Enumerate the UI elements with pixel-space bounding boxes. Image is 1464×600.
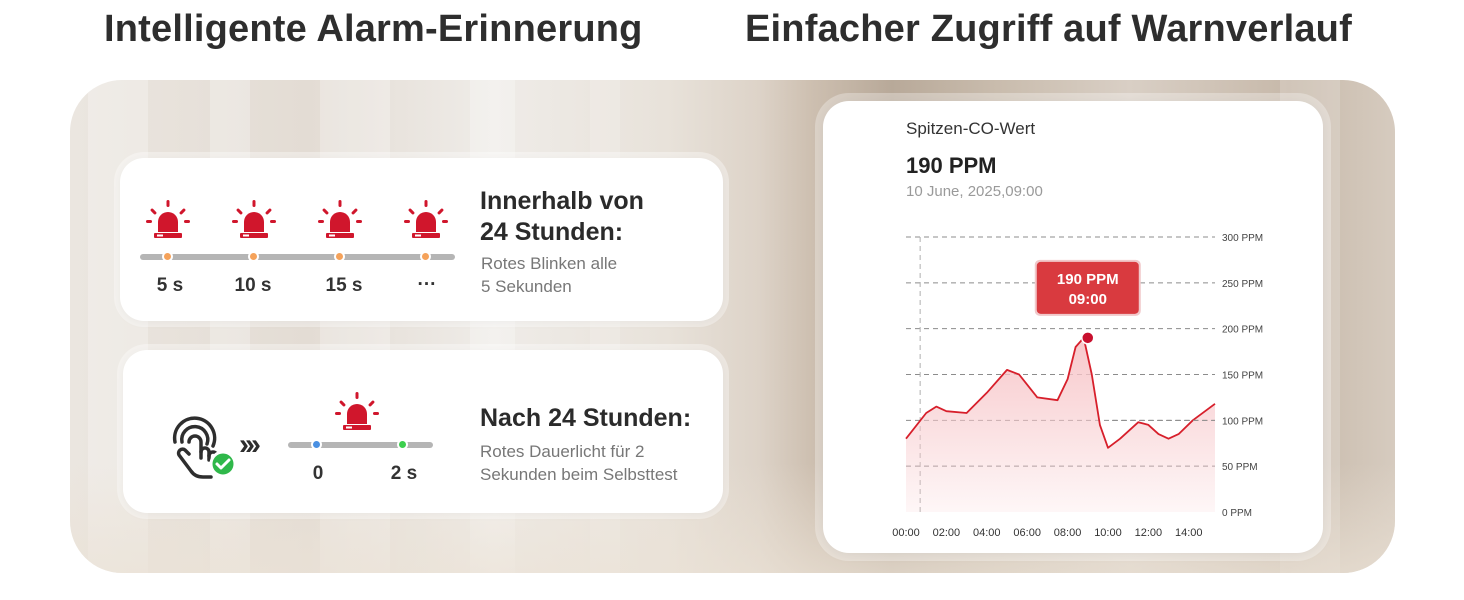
- x-tick-label: 14:00: [1175, 527, 1203, 539]
- timeline-dot: [334, 251, 345, 262]
- peak-date: 10 June, 2025,09:00: [906, 183, 1043, 200]
- arrows-icon: ›››: [239, 428, 261, 461]
- heading-alarm-reminder: Intelligente Alarm-Erinnerung: [104, 8, 643, 50]
- x-tick-label: 00:00: [892, 527, 920, 539]
- y-tick-label: 100 PPM: [1222, 416, 1263, 427]
- interval-label: 15 s: [325, 275, 363, 296]
- description-line: Rotes Blinken alle: [481, 254, 618, 273]
- x-tick-label: 10:00: [1094, 527, 1122, 539]
- y-tick-label: 250 PPM: [1222, 279, 1263, 290]
- description-line: Rotes Dauerlicht für 2: [480, 442, 645, 461]
- peak-value: 190 PPM: [906, 153, 997, 178]
- y-tick-label: 50 PPM: [1222, 462, 1258, 473]
- x-tick-label: 12:00: [1135, 527, 1163, 539]
- siren-icon: [335, 392, 379, 430]
- description-line: 5 Sekunden: [481, 277, 572, 296]
- siren-icon: [232, 200, 276, 238]
- y-tick-label: 300 PPM: [1222, 233, 1263, 244]
- y-tick-label: 0 PPM: [1222, 508, 1252, 519]
- tooltip-time: 09:00: [1069, 291, 1107, 308]
- co-history-card: Spitzen-CO-Wert 190 PPM 10 June, 2025,09…: [823, 101, 1323, 553]
- card-description: Rotes Blinken alle 5 Sekunden: [481, 252, 617, 298]
- blink-alarm-card: 5 s 10 s 15 s ··· Innerhalb von 24 Stund…: [120, 158, 723, 321]
- timeline-dot: [162, 251, 173, 262]
- co-line-chart: 0 PPM 50 PPM 100 PPM 150 PPM 200 PPM 250 PPM 3…: [892, 233, 1263, 539]
- y-tick-label: 200 PPM: [1222, 325, 1263, 336]
- x-tick-label: 06:00: [1013, 527, 1041, 539]
- x-tick-label: 02:00: [933, 527, 961, 539]
- timeline-start-dot: [311, 439, 322, 450]
- y-tick-label: 150 PPM: [1222, 371, 1263, 382]
- timeline-dot: [420, 251, 431, 262]
- self-test-card: ››› 0 2 s Nach 24 Stunden: Rotes Dauerli…: [123, 350, 723, 513]
- title-line: 24 Stunden:: [480, 218, 624, 246]
- interval-label: 2 s: [390, 463, 418, 484]
- peak-point: [1081, 331, 1095, 345]
- title-line: Innerhalb von: [480, 187, 644, 215]
- peak-tooltip: [1036, 261, 1139, 314]
- siren-icon: [404, 200, 448, 238]
- co-line: [905, 336, 1216, 449]
- x-tick-label: 08:00: [1054, 527, 1082, 539]
- timeline-track: [140, 254, 455, 260]
- co-area: [906, 337, 1215, 512]
- touch-button-icon: [172, 416, 237, 479]
- chart-panel-title: Spitzen-CO-Wert: [906, 119, 1036, 138]
- interval-label: 5 s: [156, 275, 184, 296]
- siren-icon: [146, 200, 190, 238]
- x-tick-label: 04:00: [973, 527, 1001, 539]
- timeline-dot: [248, 251, 259, 262]
- heading-warning-history: Einfacher Zugriff auf Warnverlauf: [745, 8, 1352, 50]
- card-title: Innerhalb von 24 Stunden:: [480, 186, 644, 248]
- description-line: Sekunden beim Selbsttest: [480, 465, 678, 484]
- interval-label: 10 s: [234, 275, 272, 296]
- timeline-track: [288, 442, 433, 448]
- card-title: Nach 24 Stunden:: [480, 404, 692, 432]
- interval-label: ···: [417, 274, 437, 295]
- siren-icon: [318, 200, 362, 238]
- interval-label: 0: [312, 463, 324, 484]
- timeline-end-dot: [397, 439, 408, 450]
- tooltip-value: 190 PPM: [1057, 271, 1119, 288]
- card-description: Rotes Dauerlicht für 2 Sekunden beim Sel…: [480, 440, 678, 486]
